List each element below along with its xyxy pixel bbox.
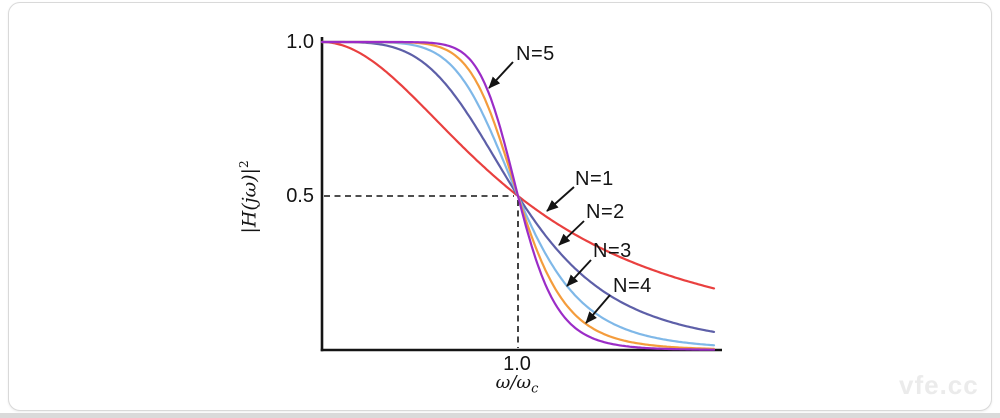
annotation-label-n5: N=5 — [516, 43, 555, 65]
x-axis-title-base: ω/ω — [495, 372, 532, 393]
curve-n5 — [320, 40, 716, 351]
curve-n1 — [320, 40, 716, 290]
watermark: vfe.cc — [899, 370, 979, 400]
curves — [320, 40, 716, 351]
x-axis-title-subscript: c — [531, 381, 539, 397]
axes — [320, 37, 722, 352]
y-axis-title: |H(jω)|2 — [237, 137, 264, 257]
annotation-label-n1: N=1 — [575, 168, 614, 190]
annotation-label-n3: N=3 — [593, 240, 632, 262]
x-tick-1.0: 1.0 — [503, 353, 531, 375]
annotation-label-n4: N=4 — [613, 275, 652, 297]
reference-dashed-lines — [324, 195, 519, 348]
y-tick-1.0: 1.0 — [286, 31, 314, 53]
annotation-arrow-n1 — [546, 186, 575, 212]
annotation-arrow-n3 — [566, 259, 592, 287]
y-tick-0.5: 0.5 — [286, 185, 314, 207]
annotation-arrow-n5 — [488, 61, 514, 89]
annotation-arrows — [488, 61, 611, 324]
annotation-arrow-n4 — [585, 294, 611, 324]
bottom-strip — [0, 413, 1000, 418]
annotation-label-n2: N=2 — [586, 201, 625, 223]
x-axis-title: ω/ωc — [467, 373, 567, 397]
y-axis-title-base: |H(jω)| — [238, 168, 261, 234]
annotation-arrow-n2 — [558, 220, 585, 246]
chart-card — [8, 2, 992, 411]
y-axis-title-exponent: 2 — [237, 160, 251, 169]
